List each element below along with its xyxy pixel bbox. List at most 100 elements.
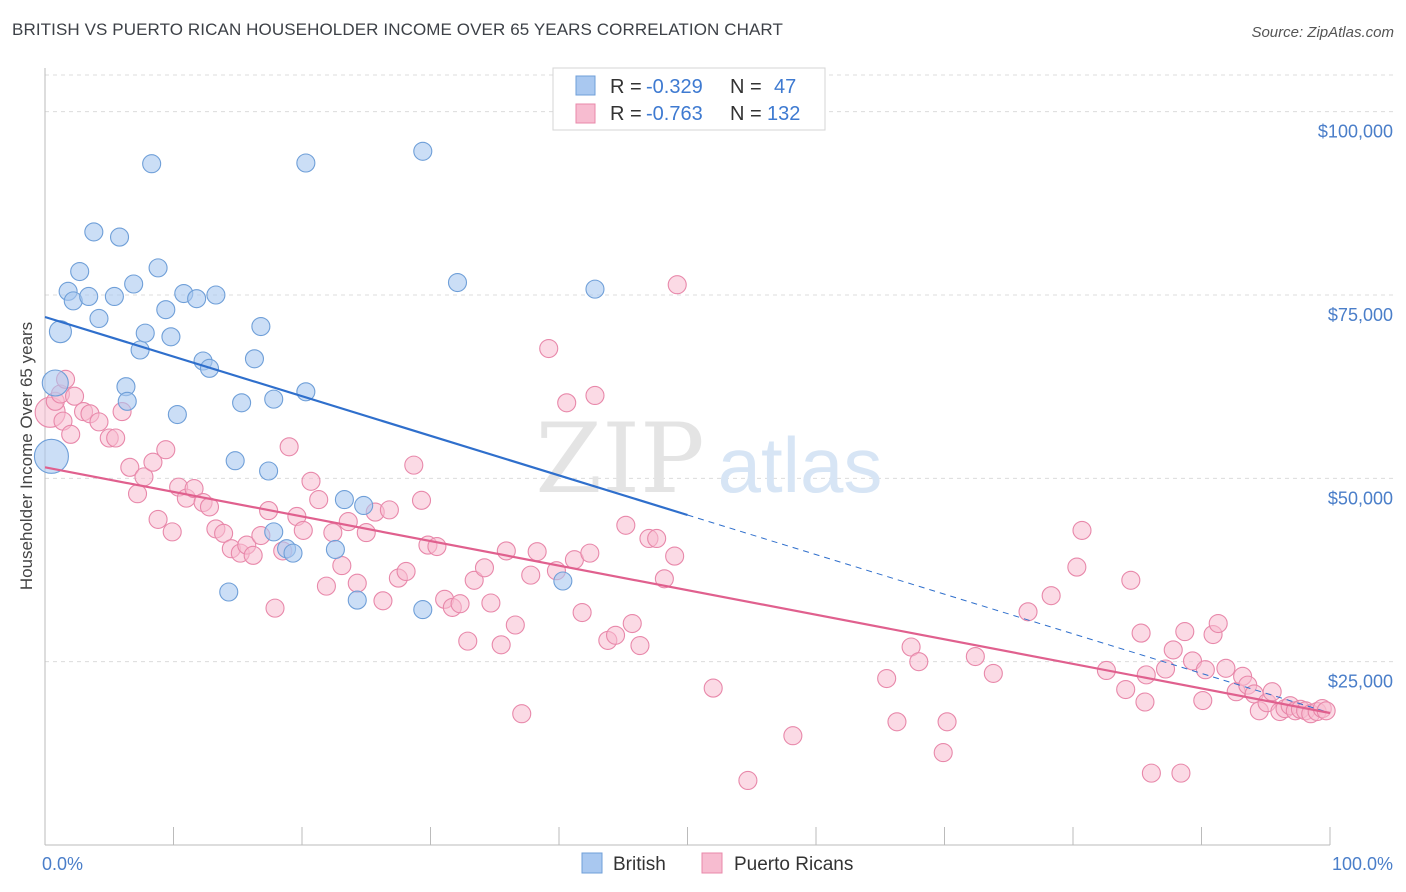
british-point <box>187 289 207 309</box>
x-tick-label: 100.0% <box>1332 854 1393 874</box>
puerto-rican-point <box>1208 613 1228 634</box>
bottom-legend-label-british: British <box>613 854 666 875</box>
puerto-rican-point <box>450 594 470 614</box>
puerto-rican-point <box>1262 682 1282 702</box>
puerto-rican-point <box>411 490 432 510</box>
puerto-rican-point <box>585 385 605 406</box>
bottom-legend: British Puerto Ricans <box>581 852 853 875</box>
puerto-rican-point <box>156 440 176 460</box>
puerto-rican-point <box>379 500 399 520</box>
watermark: ZIP atlas <box>535 403 882 515</box>
legend-n-value-puerto-ricans: 132 <box>767 103 800 125</box>
puerto-rican-point <box>539 338 559 359</box>
puerto-rican-point <box>65 386 85 406</box>
y-tick-label: $100,000 <box>1318 122 1393 142</box>
puerto-rican-point <box>1116 679 1136 700</box>
puerto-rican-point <box>933 743 953 763</box>
british-point <box>104 286 124 307</box>
tick-labels: $25,000 $50,000 $75,000 $100,000 0.0% 100.0% <box>42 122 1393 874</box>
puerto-rican-point <box>1067 557 1087 577</box>
puerto-rican-point <box>464 570 484 590</box>
puerto-rican-point <box>120 457 140 477</box>
british-point <box>264 389 284 409</box>
puerto-rican-point <box>301 471 321 491</box>
british-point <box>109 227 130 247</box>
british-point <box>167 404 187 425</box>
axes <box>44 68 1331 846</box>
british-point <box>232 393 252 413</box>
british-trend-line <box>44 315 688 517</box>
puerto-rican-point <box>521 565 541 585</box>
british-point <box>413 600 433 620</box>
puerto-rican-point <box>162 522 182 542</box>
british-point <box>142 154 162 174</box>
grid <box>45 74 1395 663</box>
bottom-legend-swatch-puerto-ricans <box>701 852 723 874</box>
puerto-rican-point <box>1216 658 1236 678</box>
puerto-rican-point <box>332 556 352 576</box>
puerto-rican-point <box>184 479 204 499</box>
puerto-rican-point <box>89 412 109 432</box>
puerto-rican-point <box>338 512 358 532</box>
puerto-rican-point <box>316 576 336 596</box>
puerto-rican-point <box>265 598 285 618</box>
british-point <box>413 141 433 161</box>
y-tick-label: $50,000 <box>1328 488 1393 508</box>
british-point <box>283 543 303 563</box>
puerto-rican-point <box>404 455 424 475</box>
puerto-rican-point <box>505 615 525 635</box>
bottom-legend-swatch-british <box>581 852 603 874</box>
chart-title: BRITISH VS PUERTO RICAN HOUSEHOLDER INCO… <box>12 20 783 39</box>
british-point <box>334 490 354 510</box>
puerto-rican-point <box>665 546 685 566</box>
legend-swatch-british <box>575 75 596 96</box>
puerto-rican-point <box>148 509 168 529</box>
british-point <box>447 272 468 293</box>
puerto-rican-point <box>1041 586 1061 606</box>
british-point <box>70 261 90 282</box>
legend-r-value-british: -0.329 <box>646 76 703 98</box>
puerto-rican-point <box>667 275 687 295</box>
puerto-rican-point <box>580 543 600 563</box>
puerto-rican-point <box>983 663 1003 683</box>
watermark-zip: ZIP <box>535 403 704 515</box>
british-point <box>553 571 573 591</box>
british-point <box>135 323 155 343</box>
puerto-rican-point <box>491 635 511 655</box>
puerto-rican-point <box>396 561 416 582</box>
watermark-atlas: atlas <box>718 421 883 509</box>
puerto-rican-point <box>373 591 393 611</box>
british-point <box>225 451 245 471</box>
legend-n-label-british: N = <box>730 76 762 98</box>
puerto-rican-point <box>323 523 343 543</box>
puerto-rican-point <box>1171 763 1191 783</box>
trend-lines <box>44 315 1331 715</box>
puerto-rican-point <box>1193 690 1213 711</box>
puerto-rican-point <box>654 569 674 589</box>
x-tick-label: 0.0% <box>42 854 83 874</box>
puerto-rican-point <box>356 523 376 543</box>
puerto-rican-point <box>703 678 723 698</box>
puerto-rican-point <box>965 646 985 667</box>
legend-swatch-puerto-ricans <box>575 103 596 124</box>
puerto-rican-point <box>527 542 547 562</box>
y-tick-label: $25,000 <box>1328 672 1393 692</box>
puerto-rican-point <box>512 704 532 724</box>
puerto-rican-point <box>1141 763 1161 783</box>
puerto-rican-point <box>106 428 126 448</box>
puerto-rican-trend-line <box>44 466 1331 715</box>
british-point <box>41 369 69 397</box>
puerto-rican-point <box>1018 602 1038 622</box>
puerto-rican-point <box>937 712 957 732</box>
british-point <box>325 539 345 560</box>
puerto-rican-points <box>34 275 1336 791</box>
puerto-rican-point <box>901 637 921 657</box>
puerto-rican-point <box>1155 659 1176 679</box>
puerto-rican-point <box>1131 623 1151 643</box>
puerto-rican-point <box>572 602 592 623</box>
puerto-rican-point <box>214 523 234 543</box>
british-point <box>264 522 284 542</box>
british-point <box>156 300 176 320</box>
bottom-legend-label-puerto-ricans: Puerto Ricans <box>734 854 853 875</box>
